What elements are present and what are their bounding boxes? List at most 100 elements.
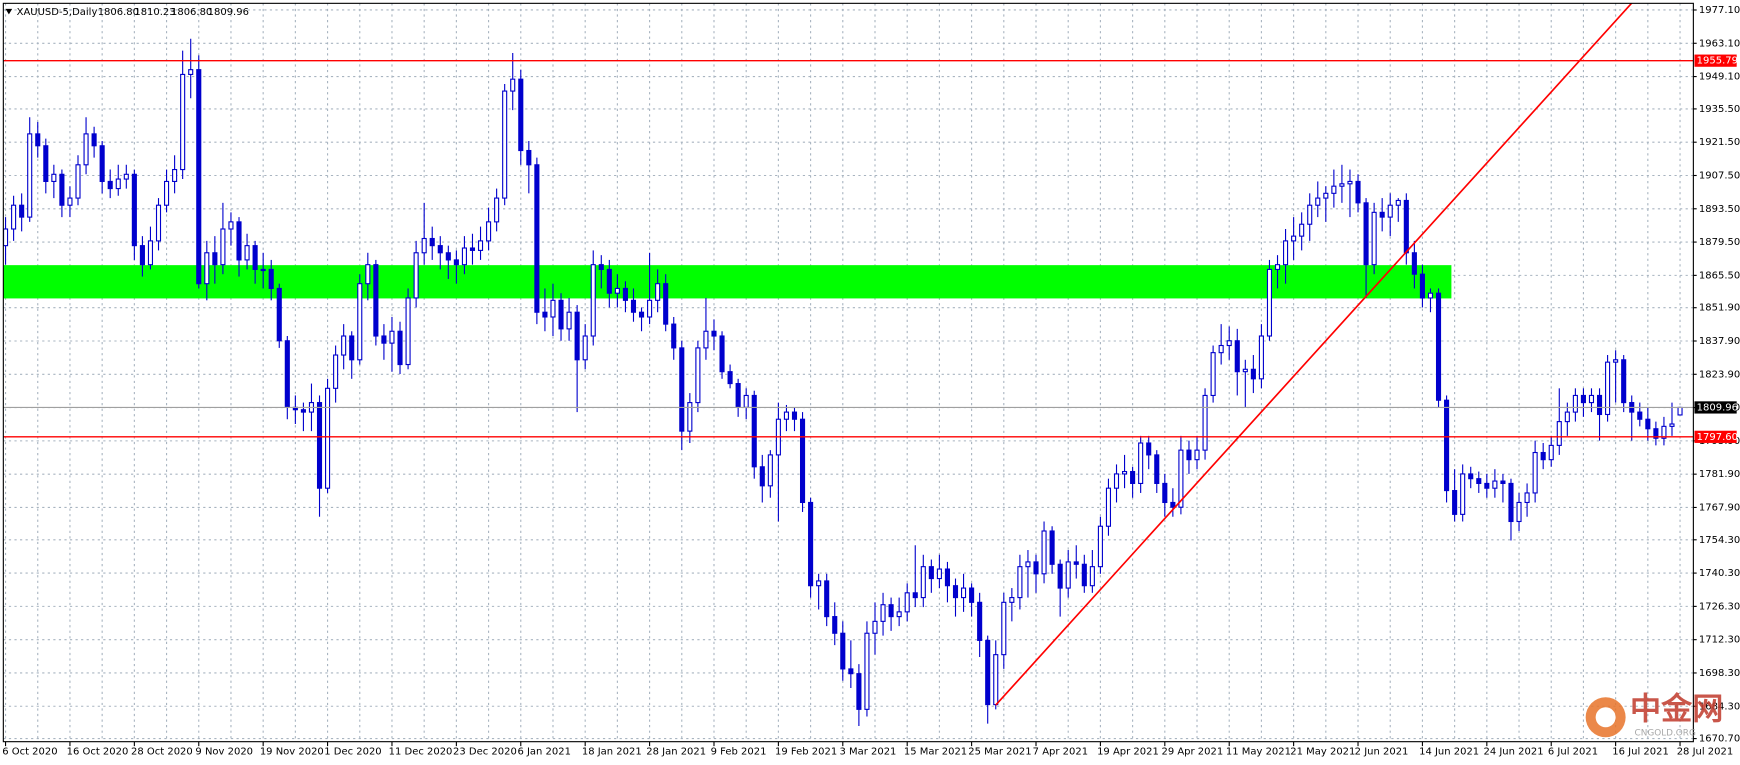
candle-body: [1113, 473, 1120, 489]
candle-body: [1677, 406, 1683, 416]
candle-body: [180, 73, 186, 171]
candle-body: [421, 237, 427, 254]
overlays: [3, 265, 1452, 299]
candle-body: [1065, 561, 1071, 589]
candle-body: [1226, 340, 1232, 347]
candle-body: [147, 240, 154, 266]
y-tick-label: 1726.30: [1699, 601, 1740, 612]
y-tick-label: 1865.50: [1699, 270, 1740, 281]
candle-body: [155, 204, 162, 242]
x-tick-label: 23 Dec 2020: [453, 747, 517, 758]
candle-body: [1154, 454, 1160, 484]
y-tick-label: 1823.90: [1699, 369, 1740, 380]
candle-body: [1001, 601, 1007, 656]
candle-body: [582, 335, 588, 361]
candle-body: [1379, 211, 1385, 218]
y-tick-label: 1963.10: [1699, 38, 1740, 49]
candle-body: [526, 149, 532, 166]
candle-body: [1097, 525, 1103, 568]
candle-body: [735, 383, 741, 408]
candle-body: [1017, 566, 1023, 599]
candle-body: [1307, 204, 1313, 225]
candle-body: [445, 252, 451, 261]
candle-body: [27, 133, 33, 218]
menu-arrow[interactable]: [5, 8, 13, 15]
y-tick-label: 1879.50: [1699, 237, 1740, 248]
candle-body: [91, 133, 97, 147]
bid-label: 1809.96: [1697, 402, 1738, 413]
candle-body: [655, 283, 661, 301]
candles: [3, 38, 1683, 726]
chart-title: XAUUSD-5,Daily: [17, 7, 98, 18]
candle-body: [1274, 264, 1281, 270]
candle-body: [566, 311, 572, 330]
candle-body: [59, 173, 65, 206]
candle-body: [1572, 394, 1578, 413]
candle-body: [1234, 340, 1240, 373]
candle-body: [1556, 421, 1562, 446]
candle-body: [188, 69, 194, 75]
candle-body: [1500, 480, 1506, 484]
candle-body: [365, 264, 371, 285]
candle-body: [574, 311, 580, 361]
candle-body: [212, 252, 218, 266]
candle-body: [1580, 394, 1586, 404]
candle-body: [558, 299, 564, 330]
y-tick-label: 1837.90: [1699, 336, 1740, 347]
candle-body: [590, 264, 596, 337]
candle-body: [671, 323, 677, 349]
y-tick-label: 1893.50: [1699, 204, 1740, 215]
candle-body: [952, 585, 959, 599]
candle-body: [1468, 473, 1474, 480]
candle-body: [550, 299, 556, 318]
candle-body: [695, 347, 701, 404]
candle-body: [107, 180, 113, 190]
plot-frame: [2, 2, 1694, 743]
candle-body: [1444, 399, 1450, 492]
level-label: 1955.79: [1697, 56, 1738, 67]
candle-body: [606, 268, 612, 294]
x-tick-label: 21 May 2021: [1290, 747, 1355, 758]
y-tick-label: 1907.50: [1699, 170, 1740, 181]
level-label: 1797.60: [1697, 432, 1738, 443]
x-tick-label: 2 Jun 2021: [1355, 747, 1409, 758]
candle-body: [1387, 204, 1393, 218]
candle-body: [1669, 423, 1675, 427]
candle-body: [703, 330, 709, 349]
x-tick-label: 16 Jul 2021: [1612, 747, 1669, 758]
candle-body: [325, 387, 331, 489]
candle-body: [534, 164, 540, 313]
candle-body: [172, 168, 178, 182]
candle-body: [1653, 428, 1659, 439]
y-tick-label: 1712.30: [1699, 635, 1740, 646]
candle-body: [260, 268, 266, 272]
candle-body: [196, 69, 202, 285]
candle-body: [204, 252, 210, 285]
candle-body: [1138, 442, 1144, 484]
candle-body: [1540, 451, 1546, 461]
candle-body: [880, 604, 886, 622]
x-tick-label: 14 Jun 2021: [1419, 747, 1479, 758]
candle-body: [969, 587, 975, 603]
candle-body: [1548, 444, 1554, 461]
candle-body: [1323, 192, 1329, 199]
candle-body: [1339, 183, 1345, 187]
candle-body: [1435, 292, 1442, 401]
candle-body: [276, 287, 282, 342]
candle-body: [1621, 359, 1627, 404]
candle-body: [767, 454, 773, 487]
candle-body: [1371, 211, 1377, 266]
candle-body: [1661, 425, 1667, 439]
x-tick-label: 19 Feb 2021: [775, 747, 837, 758]
candle-body: [316, 402, 323, 489]
candle-body: [711, 330, 717, 337]
candle-body: [1266, 268, 1273, 337]
candle-body: [904, 592, 910, 613]
candle-body: [1427, 292, 1434, 299]
candle-body: [381, 335, 387, 344]
x-tick-label: 19 Apr 2021: [1097, 747, 1159, 758]
bid-label-box: [1694, 401, 1737, 414]
candle-body: [461, 247, 467, 266]
candle-body: [647, 299, 653, 318]
watermark: 中金网 CNGOLD.ORG: [1585, 692, 1723, 738]
